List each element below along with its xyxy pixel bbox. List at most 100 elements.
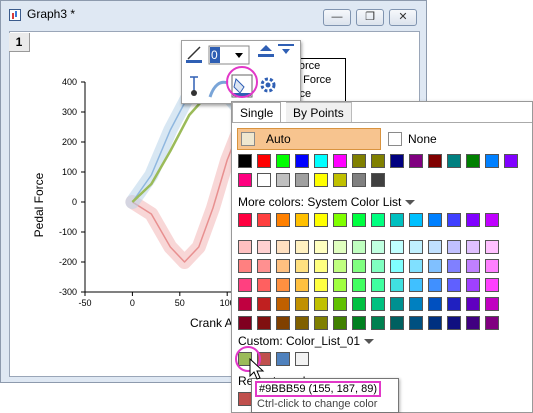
color-swatch[interactable] [257, 240, 271, 254]
custom-colors-dropdown[interactable]: Custom: Color_List_01 [238, 334, 375, 348]
color-swatch[interactable] [447, 240, 461, 254]
color-swatch[interactable] [390, 154, 404, 168]
color-swatch[interactable] [314, 259, 328, 273]
color-swatch[interactable] [371, 213, 385, 227]
color-swatch[interactable] [238, 278, 252, 292]
color-swatch[interactable] [257, 297, 271, 311]
color-swatch[interactable] [276, 173, 290, 187]
color-swatch[interactable] [485, 316, 499, 330]
color-swatch[interactable] [238, 297, 252, 311]
color-swatch[interactable] [447, 278, 461, 292]
color-swatch[interactable] [371, 316, 385, 330]
color-swatch[interactable] [466, 240, 480, 254]
color-swatch[interactable] [276, 154, 290, 168]
color-swatch[interactable] [295, 278, 309, 292]
color-swatch[interactable] [238, 154, 252, 168]
color-swatch[interactable] [238, 259, 252, 273]
color-swatch[interactable] [276, 240, 290, 254]
color-swatch[interactable] [238, 173, 252, 187]
custom-color-swatch[interactable] [276, 352, 290, 366]
color-swatch[interactable] [333, 297, 347, 311]
line-width-value[interactable]: 0 [211, 48, 218, 62]
color-swatch[interactable] [428, 259, 442, 273]
color-swatch[interactable] [409, 278, 423, 292]
color-swatch[interactable] [314, 297, 328, 311]
minimize-button[interactable]: — [323, 9, 351, 26]
color-swatch[interactable] [333, 316, 347, 330]
color-swatch[interactable] [238, 240, 252, 254]
color-swatch[interactable] [352, 278, 366, 292]
color-swatch[interactable] [466, 154, 480, 168]
color-swatch[interactable] [466, 259, 480, 273]
title-bar[interactable]: Graph3 * — ❐ ✕ [1, 1, 426, 29]
color-swatch[interactable] [485, 259, 499, 273]
color-swatch[interactable] [428, 154, 442, 168]
color-swatch[interactable] [257, 213, 271, 227]
color-swatch[interactable] [447, 259, 461, 273]
color-swatch[interactable] [371, 154, 385, 168]
color-swatch[interactable] [314, 316, 328, 330]
color-swatch[interactable] [276, 316, 290, 330]
color-swatch[interactable] [390, 259, 404, 273]
layer-number-badge[interactable]: 1 [9, 33, 30, 52]
color-swatch[interactable] [409, 297, 423, 311]
none-swatch[interactable] [388, 132, 402, 146]
dash-style-icon[interactable] [258, 45, 274, 57]
auto-color-option[interactable]: Auto [237, 128, 381, 150]
color-swatch[interactable] [257, 278, 271, 292]
color-swatch[interactable] [390, 240, 404, 254]
color-swatch[interactable] [428, 297, 442, 311]
error-bar-icon[interactable] [190, 76, 198, 96]
color-swatch[interactable] [257, 173, 271, 187]
color-swatch[interactable] [333, 259, 347, 273]
color-swatch[interactable] [314, 154, 328, 168]
color-swatch[interactable] [295, 154, 309, 168]
graph-app-icon[interactable] [9, 9, 21, 21]
color-swatch[interactable] [390, 278, 404, 292]
color-swatch[interactable] [295, 259, 309, 273]
color-swatch[interactable] [428, 316, 442, 330]
color-swatch[interactable] [276, 213, 290, 227]
color-swatch[interactable] [504, 154, 518, 168]
close-button[interactable]: ✕ [389, 9, 417, 26]
color-swatch[interactable] [333, 154, 347, 168]
color-swatch[interactable] [352, 259, 366, 273]
more-colors-dropdown[interactable]: More colors: System Color List [238, 195, 416, 209]
color-swatch[interactable] [409, 154, 423, 168]
color-swatch[interactable] [371, 240, 385, 254]
line-width-dropdown-icon[interactable] [208, 45, 250, 65]
color-swatch[interactable] [333, 213, 347, 227]
color-swatch[interactable] [371, 278, 385, 292]
color-swatch[interactable] [352, 316, 366, 330]
color-swatch[interactable] [447, 154, 461, 168]
tab-by-points[interactable]: By Points [286, 102, 352, 123]
color-swatch[interactable] [352, 213, 366, 227]
color-swatch[interactable] [390, 297, 404, 311]
color-swatch[interactable] [409, 240, 423, 254]
color-swatch[interactable] [428, 213, 442, 227]
color-swatch[interactable] [485, 154, 499, 168]
color-swatch[interactable] [371, 173, 385, 187]
color-swatch[interactable] [466, 213, 480, 227]
color-swatch[interactable] [295, 240, 309, 254]
custom-color-swatch[interactable] [295, 352, 309, 366]
color-swatch[interactable] [238, 213, 252, 227]
gear-icon[interactable] [260, 77, 276, 93]
color-swatch[interactable] [409, 213, 423, 227]
color-swatch[interactable] [314, 213, 328, 227]
line-color-icon[interactable] [186, 46, 202, 63]
color-swatch[interactable] [333, 240, 347, 254]
color-swatch[interactable] [485, 297, 499, 311]
color-swatch[interactable] [409, 259, 423, 273]
color-swatch[interactable] [390, 316, 404, 330]
color-swatch[interactable] [371, 297, 385, 311]
color-swatch[interactable] [466, 278, 480, 292]
restore-button[interactable]: ❐ [356, 9, 384, 26]
recent-color-swatch[interactable] [238, 392, 252, 406]
color-swatch[interactable] [276, 297, 290, 311]
color-swatch[interactable] [314, 173, 328, 187]
color-swatch[interactable] [428, 278, 442, 292]
tab-single[interactable]: Single [232, 102, 282, 123]
color-swatch[interactable] [485, 240, 499, 254]
color-swatch[interactable] [238, 316, 252, 330]
